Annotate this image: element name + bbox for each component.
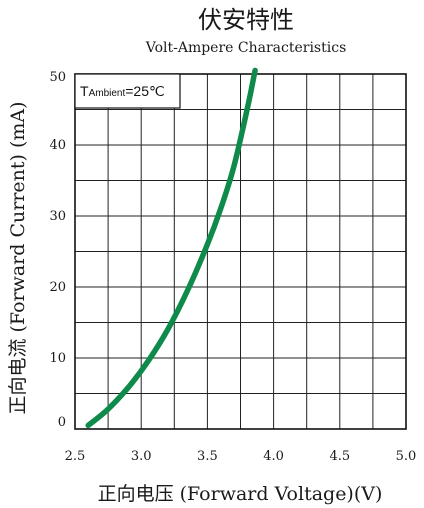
series-line: [85, 67, 258, 429]
x-tick-label: 2.5: [65, 449, 86, 464]
y-tick-labels: 0 10 20 30 40 50: [49, 70, 66, 430]
y-tick-label: 0: [58, 415, 66, 430]
y-tick-label: 10: [49, 351, 66, 366]
plot-frame: [74, 73, 407, 430]
chart-subtitle: Volt-Ampere Characteristics: [145, 40, 347, 56]
x-tick-label: 3.0: [131, 449, 152, 464]
annotation-subscript: Ambient: [89, 88, 126, 99]
x-tick-label: 4.5: [329, 449, 350, 464]
x-axis-label: 正向电压 (Forward Voltage)(V): [98, 483, 383, 505]
annotation-value: =25℃: [125, 83, 164, 99]
x-tick-label: 4.0: [263, 449, 284, 464]
annotation-prefix: T: [80, 83, 89, 99]
y-tick-label: 40: [49, 138, 66, 153]
y-tick-label: 20: [49, 280, 66, 295]
y-axis-label: 正向电流 (Forward Current) (mA): [7, 101, 29, 414]
x-tick-labels: 2.5 3.0 3.5 4.0 4.5 5.0: [65, 449, 417, 464]
x-tick-label: 5.0: [396, 449, 417, 464]
annotation-box: [74, 73, 181, 109]
annotation-text: TAmbient=25℃: [80, 83, 165, 99]
y-tick-label: 30: [49, 209, 66, 224]
y-tick-label: 50: [49, 70, 66, 85]
chart-title: 伏安特性: [198, 6, 294, 34]
x-tick-label: 3.5: [197, 449, 218, 464]
series-layer: [85, 67, 258, 429]
